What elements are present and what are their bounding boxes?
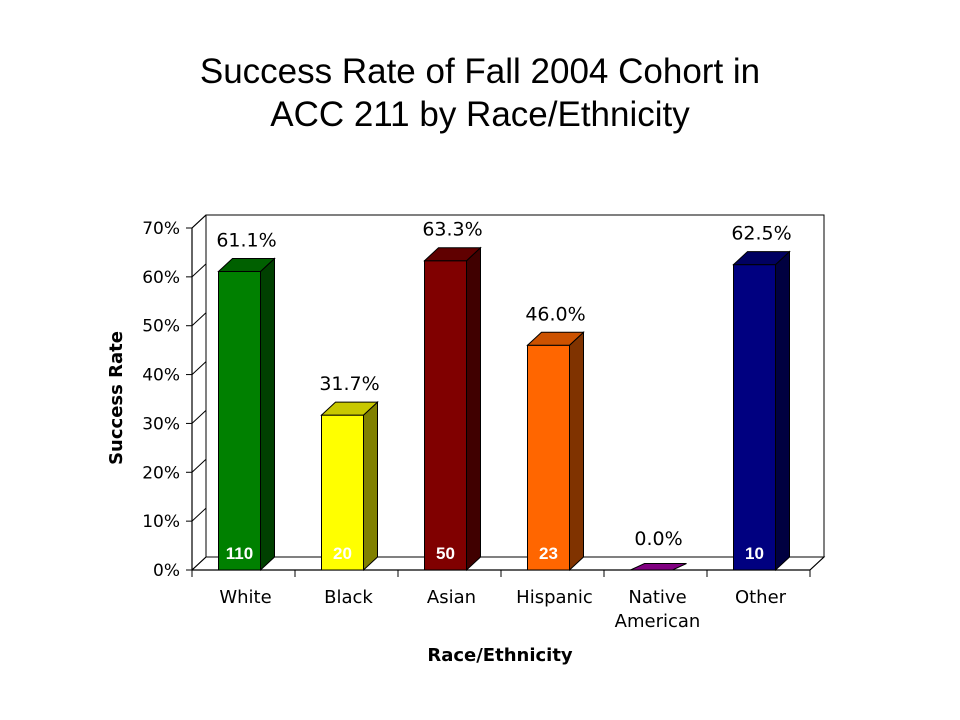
x-tick-label: Asian: [427, 587, 476, 608]
y-tick-depth: [191, 312, 207, 327]
bar-top: [320, 401, 379, 416]
y-tick-depth: [191, 410, 207, 424]
bar-side: [260, 257, 275, 572]
plot-back-wall: [205, 214, 825, 558]
x-tick-label: American: [615, 611, 701, 632]
bar: [526, 331, 585, 572]
y-tick-label: 10%: [142, 512, 180, 532]
bar: [630, 563, 687, 571]
bar-top: [423, 247, 482, 262]
labels: White 61.1% 110 Black 31.7% 20 Asian 63.3% 50 His…: [216, 219, 791, 632]
x-tick-label: White: [219, 587, 271, 608]
x-tick-label: Native: [628, 587, 686, 608]
y-tick-depth: [191, 263, 207, 278]
count-label: 110: [226, 544, 253, 563]
bar-top: [732, 251, 791, 266]
data-label: 46.0%: [525, 303, 585, 325]
count-label: 20: [333, 544, 352, 563]
data-label: 63.3%: [422, 219, 482, 241]
data-label: 62.5%: [731, 223, 791, 245]
data-label: 61.1%: [216, 229, 276, 251]
bar-front: [424, 260, 467, 571]
chart-title-line-2: ACC 211 by Race/Ethnicity: [270, 95, 690, 134]
x-tick-label: Hispanic: [516, 587, 593, 608]
plot-floor: [190, 556, 826, 571]
y-tick-depth: [191, 556, 207, 571]
y-tick-label: 20%: [142, 463, 180, 483]
data-label: 0.0%: [634, 528, 682, 550]
x-tick-label: Black: [324, 587, 373, 608]
bar-side: [569, 331, 584, 572]
bar-top: [217, 257, 276, 272]
bar-front: [733, 264, 776, 571]
bar-front: [527, 344, 570, 571]
x-tick-label: Other: [735, 587, 787, 608]
y-tick-label: 40%: [142, 366, 180, 386]
bar-side: [466, 246, 481, 572]
y-tick-label: 0%: [153, 561, 180, 581]
bar-top: [526, 331, 585, 346]
y-tick-depth: [191, 361, 207, 375]
y-tick-depth: [191, 507, 207, 522]
bar: [732, 250, 791, 572]
bar: [217, 257, 276, 572]
bar: [423, 246, 482, 572]
y-tick-label: 50%: [142, 317, 180, 337]
bars: [217, 246, 791, 572]
y-tick-label: 70%: [142, 219, 180, 239]
bar-side: [363, 400, 378, 572]
chart-title-line-1: Success Rate of Fall 2004 Cohort in: [199, 52, 761, 91]
y-tick-depth: [191, 214, 207, 229]
y-tick-depth: [191, 458, 207, 473]
x-axis-end-edge: [809, 556, 825, 571]
y-tick-label: 30%: [142, 414, 180, 434]
count-label: 50: [436, 544, 455, 563]
bar-front: [218, 270, 261, 571]
count-label: 10: [745, 544, 764, 563]
count-label: 23: [539, 544, 558, 563]
bar: [320, 400, 379, 572]
chart-title: Success Rate of Fall 2004 Cohort in ACC …: [0, 50, 960, 136]
bar-zero: [630, 563, 687, 571]
y-tick-label: 60%: [142, 268, 180, 288]
y-axis-title: Success Rate: [106, 331, 127, 465]
x-axis-title: Race/Ethnicity: [427, 645, 573, 666]
bar-side: [775, 250, 790, 572]
data-label: 31.7%: [319, 373, 379, 395]
